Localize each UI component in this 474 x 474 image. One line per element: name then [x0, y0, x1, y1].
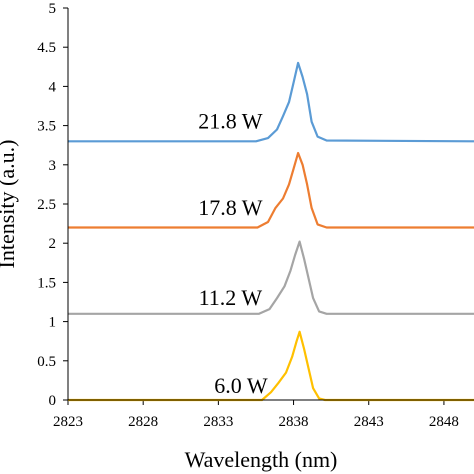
x-tick-label: 2823 — [53, 414, 83, 430]
y-axis-title: Intensity (a.u.) — [0, 140, 19, 269]
x-tick-label: 2848 — [429, 414, 459, 430]
y-tick-label: 4.5 — [37, 40, 56, 56]
series-line-0 — [68, 61, 474, 143]
series-lines — [68, 61, 474, 402]
series-labels: 21.8 W 17.8 W 11.2 W 6.0 W — [198, 109, 268, 398]
series-label-1: 17.8 W — [198, 195, 263, 220]
y-tick-label: 4 — [49, 79, 57, 95]
y-tick-label: 0.5 — [37, 354, 56, 370]
y-tick-label: 1 — [49, 315, 57, 331]
x-axis-ticks: 2823 2828 2833 2838 2843 2848 — [53, 400, 459, 430]
y-tick-label: 2 — [49, 236, 57, 252]
series-line-1 — [68, 151, 474, 229]
y-tick-label: 3.5 — [37, 119, 56, 135]
series-label-3: 6.0 W — [214, 373, 268, 398]
y-tick-label: 1.5 — [37, 275, 56, 291]
x-tick-label: 2838 — [279, 414, 309, 430]
y-tick-label: 3 — [49, 158, 57, 174]
x-axis-title: Wavelength (nm) — [185, 447, 338, 472]
x-tick-label: 2833 — [203, 414, 233, 430]
y-axis-ticks: 0 0.5 1 1.5 2 2.5 3 3.5 4 4.5 5 — [37, 1, 68, 409]
y-tick-label: 2.5 — [37, 197, 56, 213]
series-line-2 — [68, 240, 474, 315]
series-line-3 — [68, 330, 474, 402]
x-tick-label: 2828 — [128, 414, 158, 430]
x-tick-label: 2843 — [354, 414, 384, 430]
series-label-2: 11.2 W — [199, 285, 263, 310]
series-label-0: 21.8 W — [198, 109, 263, 134]
y-tick-label: 5 — [49, 1, 57, 17]
y-tick-label: 0 — [49, 393, 57, 409]
